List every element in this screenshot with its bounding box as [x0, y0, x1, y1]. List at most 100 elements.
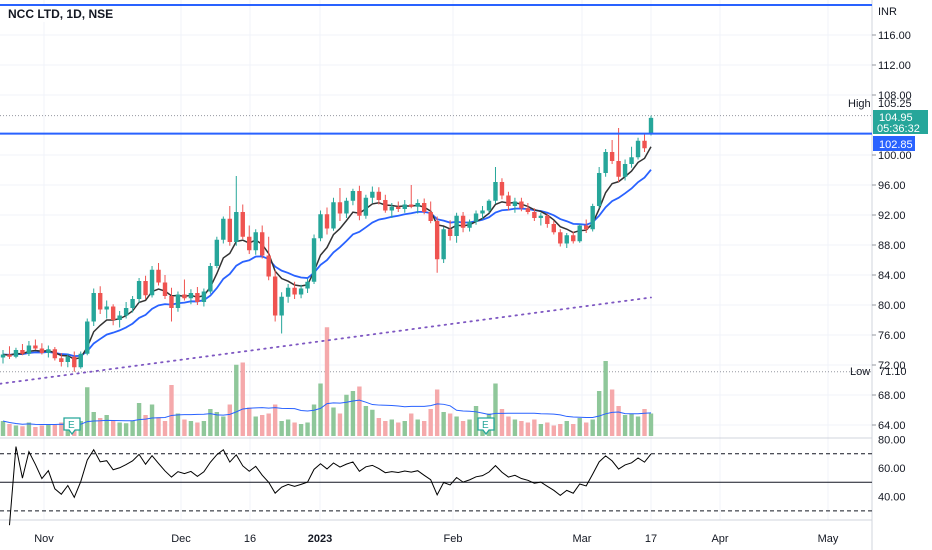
- candle-body: [65, 356, 70, 362]
- candle: [117, 311, 122, 328]
- candle-body: [195, 293, 200, 302]
- candle: [221, 216, 226, 244]
- candle: [571, 231, 576, 244]
- volume-bar: [441, 412, 446, 436]
- candle: [162, 275, 168, 299]
- volume-bar: [13, 425, 19, 436]
- candle-body: [169, 296, 174, 308]
- low-value: 71.10: [879, 366, 907, 378]
- candle-body: [383, 200, 388, 211]
- time-tick-label: 2023: [308, 533, 332, 545]
- candle-body: [311, 238, 317, 282]
- candle: [493, 167, 498, 204]
- countdown-value: 05:36:32: [877, 123, 920, 135]
- earnings-event-marker[interactable]: E: [477, 417, 495, 436]
- candle: [208, 263, 213, 294]
- volume-bar: [272, 404, 278, 436]
- volume-bar: [182, 419, 187, 436]
- volume-bar: [493, 383, 498, 436]
- earnings-events[interactable]: E E: [63, 417, 495, 436]
- volume-bar: [512, 419, 518, 436]
- candle: [110, 304, 116, 326]
- candle: [311, 234, 317, 284]
- candle: [33, 339, 38, 350]
- volume-bar: [311, 404, 317, 436]
- candle-body: [98, 293, 103, 310]
- candle-body: [59, 358, 64, 362]
- candle: [642, 133, 647, 152]
- earnings-event-marker[interactable]: E: [63, 417, 81, 436]
- volume-bar: [409, 413, 414, 436]
- volume-bar: [415, 419, 420, 436]
- candle: [532, 208, 537, 221]
- candle: [59, 353, 64, 367]
- volume-bar: [149, 404, 155, 436]
- candle-body: [642, 140, 647, 149]
- volume-bar: [123, 423, 129, 436]
- volume-bar: [434, 389, 440, 436]
- candle: [357, 185, 362, 221]
- candle-body: [551, 224, 556, 233]
- horizontal-lines-layer[interactable]: [0, 4, 872, 135]
- candle: [383, 194, 388, 213]
- candle-body: [545, 215, 550, 224]
- candle-body: [344, 200, 349, 214]
- price-axis[interactable]: INR 116.00 112.00 108.00 100.00 96.00 92.00 88…: [872, 6, 912, 504]
- candle: [149, 266, 155, 298]
- candle: [292, 281, 297, 299]
- volume-bar: [447, 413, 453, 436]
- candle-body: [376, 191, 382, 200]
- volume-bar: [156, 417, 161, 436]
- volume-bar: [91, 412, 96, 436]
- volume-bar: [331, 407, 336, 436]
- candle: [473, 210, 479, 225]
- price-tick-label: 108.00: [878, 90, 912, 102]
- candle-body: [91, 293, 96, 322]
- price-tick-label: 88.00: [878, 240, 906, 252]
- candle: [272, 270, 278, 322]
- volume-bar: [20, 426, 25, 436]
- high-value: 105.25: [878, 98, 912, 110]
- volume-bar: [175, 413, 181, 436]
- candle: [454, 212, 459, 243]
- candle: [486, 199, 492, 213]
- volume-bar: [538, 424, 544, 436]
- candle-body: [428, 212, 433, 221]
- volume-bar: [33, 427, 38, 436]
- time-axis[interactable]: Nov Dec 16 2023 Feb Mar 17 Apr May: [34, 533, 839, 545]
- candles-layer: [0, 115, 654, 372]
- volume-bar: [460, 421, 466, 436]
- volume-bar: [234, 364, 239, 436]
- volume-bar: [467, 419, 472, 436]
- volume-bar: [65, 427, 70, 436]
- candle-body: [253, 232, 258, 251]
- candle: [130, 296, 135, 313]
- candle: [460, 212, 466, 233]
- price-tick-label: 84.00: [878, 270, 906, 282]
- candle: [156, 263, 161, 286]
- candle: [227, 206, 232, 246]
- volume-bar: [558, 424, 563, 436]
- candle-body: [447, 229, 453, 236]
- volume-bar: [26, 422, 32, 436]
- time-tick-label: Mar: [573, 533, 592, 545]
- candle-body: [512, 201, 518, 206]
- volume-bar: [532, 419, 537, 436]
- volume-bar: [240, 362, 245, 436]
- candle-body: [110, 306, 116, 320]
- candle-body: [532, 212, 537, 218]
- candle-body: [260, 232, 265, 256]
- candle: [123, 302, 129, 319]
- volume-average-line: [2, 399, 652, 426]
- volume-bar: [110, 421, 116, 436]
- candle: [136, 278, 142, 303]
- candle-body: [363, 197, 369, 216]
- candle-body: [85, 321, 90, 354]
- price-tick-label: 64.00: [878, 420, 906, 432]
- candle: [551, 221, 556, 235]
- volume-bar: [169, 385, 174, 436]
- candle-body: [538, 215, 544, 218]
- candle: [447, 220, 453, 241]
- time-tick-label: Apr: [711, 533, 728, 545]
